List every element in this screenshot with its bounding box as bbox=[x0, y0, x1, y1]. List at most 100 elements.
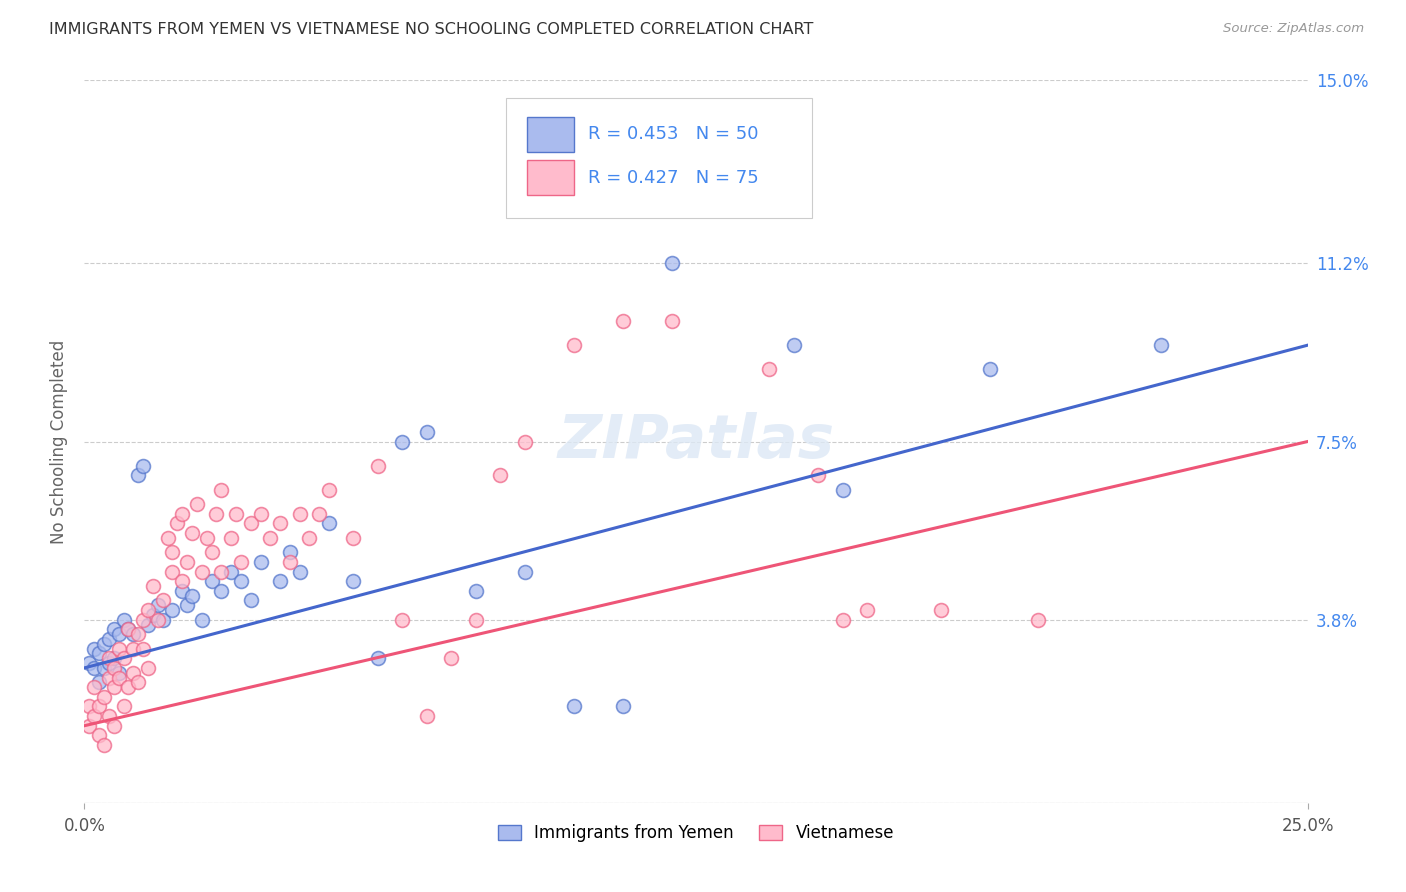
Point bbox=[176, 555, 198, 569]
Point bbox=[318, 516, 340, 531]
Point bbox=[77, 699, 100, 714]
Point bbox=[1028, 613, 1050, 627]
Point bbox=[205, 507, 228, 521]
Point bbox=[831, 483, 853, 497]
Point bbox=[219, 565, 242, 579]
Point bbox=[127, 627, 149, 641]
Point bbox=[136, 617, 159, 632]
Point bbox=[107, 671, 129, 685]
Point bbox=[103, 719, 125, 733]
Point bbox=[136, 661, 159, 675]
Point bbox=[181, 589, 204, 603]
Point bbox=[132, 641, 155, 656]
Text: R = 0.427   N = 75: R = 0.427 N = 75 bbox=[588, 169, 759, 186]
Point bbox=[93, 637, 115, 651]
Point bbox=[342, 531, 364, 545]
Point bbox=[117, 680, 139, 694]
Point bbox=[97, 671, 120, 685]
Y-axis label: No Schooling Completed: No Schooling Completed bbox=[51, 340, 69, 543]
FancyBboxPatch shape bbox=[506, 98, 813, 218]
Point bbox=[172, 507, 194, 521]
Text: IMMIGRANTS FROM YEMEN VS VIETNAMESE NO SCHOOLING COMPLETED CORRELATION CHART: IMMIGRANTS FROM YEMEN VS VIETNAMESE NO S… bbox=[49, 22, 814, 37]
Point bbox=[856, 603, 879, 617]
Point bbox=[186, 497, 208, 511]
Point bbox=[127, 468, 149, 483]
Point bbox=[416, 709, 439, 723]
Point bbox=[200, 574, 222, 589]
Point bbox=[249, 507, 271, 521]
Point bbox=[176, 599, 198, 613]
Point bbox=[219, 531, 242, 545]
Point bbox=[87, 675, 110, 690]
Point bbox=[117, 623, 139, 637]
Point bbox=[342, 574, 364, 589]
Point bbox=[562, 699, 585, 714]
Point bbox=[288, 565, 311, 579]
Point bbox=[97, 656, 120, 670]
Point bbox=[162, 565, 184, 579]
FancyBboxPatch shape bbox=[527, 117, 574, 152]
Point bbox=[807, 468, 830, 483]
Point bbox=[661, 314, 683, 328]
Point bbox=[162, 545, 184, 559]
Point bbox=[191, 613, 214, 627]
Point bbox=[83, 709, 105, 723]
Point bbox=[298, 531, 321, 545]
Point bbox=[87, 699, 110, 714]
Point bbox=[83, 641, 105, 656]
Point bbox=[391, 434, 413, 449]
Point bbox=[166, 516, 188, 531]
Point bbox=[132, 613, 155, 627]
Point bbox=[83, 661, 105, 675]
Point bbox=[97, 651, 120, 665]
Point bbox=[181, 526, 204, 541]
Point bbox=[172, 583, 194, 598]
Point bbox=[209, 583, 232, 598]
Point bbox=[249, 555, 271, 569]
Point bbox=[77, 656, 100, 670]
Point bbox=[112, 699, 135, 714]
Point bbox=[112, 613, 135, 627]
Point bbox=[200, 545, 222, 559]
Point bbox=[172, 574, 194, 589]
Point bbox=[489, 468, 512, 483]
Point bbox=[122, 665, 145, 680]
Point bbox=[107, 665, 129, 680]
Point bbox=[136, 603, 159, 617]
Point bbox=[612, 314, 634, 328]
Point bbox=[239, 516, 262, 531]
Point bbox=[612, 699, 634, 714]
Point bbox=[146, 599, 169, 613]
Point bbox=[278, 555, 301, 569]
Point bbox=[225, 507, 247, 521]
Text: R = 0.453   N = 50: R = 0.453 N = 50 bbox=[588, 126, 759, 144]
Point bbox=[152, 593, 174, 607]
Point bbox=[269, 516, 291, 531]
Text: Source: ZipAtlas.com: Source: ZipAtlas.com bbox=[1223, 22, 1364, 36]
Point bbox=[142, 607, 165, 622]
Point bbox=[308, 507, 330, 521]
Point bbox=[929, 603, 952, 617]
FancyBboxPatch shape bbox=[527, 161, 574, 195]
Point bbox=[142, 579, 165, 593]
Point bbox=[162, 603, 184, 617]
Point bbox=[464, 613, 486, 627]
Point bbox=[1150, 338, 1173, 352]
Point bbox=[103, 661, 125, 675]
Point bbox=[103, 680, 125, 694]
Point bbox=[77, 719, 100, 733]
Point bbox=[288, 507, 311, 521]
Point bbox=[127, 675, 149, 690]
Point bbox=[209, 483, 232, 497]
Point bbox=[146, 613, 169, 627]
Point bbox=[269, 574, 291, 589]
Point bbox=[117, 623, 139, 637]
Point bbox=[416, 425, 439, 439]
Point bbox=[229, 555, 252, 569]
Point bbox=[783, 338, 806, 352]
Point bbox=[367, 458, 389, 473]
Text: ZIPatlas: ZIPatlas bbox=[557, 412, 835, 471]
Point bbox=[122, 641, 145, 656]
Point bbox=[278, 545, 301, 559]
Point bbox=[103, 651, 125, 665]
